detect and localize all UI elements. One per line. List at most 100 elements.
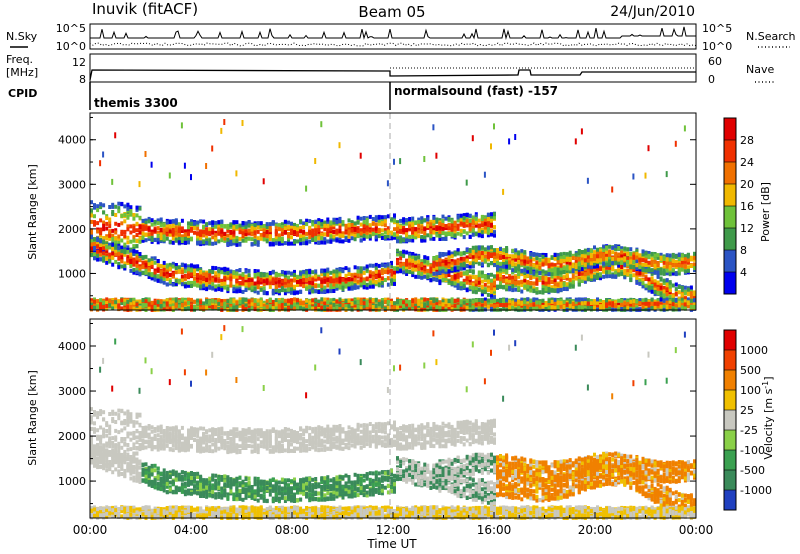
- power-echo: [90, 305, 93, 310]
- power-echo: [159, 220, 163, 224]
- power-echo: [338, 299, 342, 304]
- power-echo: [296, 223, 299, 228]
- power-echo: [111, 178, 114, 185]
- power-echo: [174, 297, 178, 302]
- power-echo: [347, 238, 351, 243]
- power-echo: [320, 219, 324, 224]
- power-echo: [123, 212, 127, 217]
- power-echo: [150, 300, 154, 305]
- power-echo: [259, 305, 263, 310]
- power-echo: [244, 221, 248, 226]
- power-echo: [380, 215, 384, 220]
- power-echo: [490, 253, 493, 258]
- power-echo: [235, 274, 239, 279]
- power-echo: [356, 269, 360, 274]
- power-echo: [262, 282, 266, 287]
- power-echo: [114, 297, 118, 302]
- power-echo: [456, 231, 460, 236]
- power-echo: [241, 238, 245, 243]
- power-echo: [108, 236, 112, 241]
- power-echo: [459, 271, 463, 276]
- power-echo: [402, 253, 406, 258]
- power-echo: [171, 272, 175, 277]
- power-echo: [353, 300, 357, 305]
- power-echo: [147, 306, 151, 311]
- power-echo: [453, 275, 457, 280]
- power-echo: [256, 269, 260, 274]
- power-echo: [250, 281, 254, 286]
- power-echo: [380, 300, 384, 305]
- power-echo: [250, 237, 254, 242]
- power-echo: [235, 284, 239, 289]
- power-echo: [314, 219, 318, 224]
- power-echo: [444, 252, 448, 257]
- power-echo: [96, 244, 100, 249]
- power-echo: [177, 227, 181, 232]
- power-echo: [332, 289, 336, 293]
- power-echo: [280, 297, 284, 302]
- power-echo: [138, 227, 142, 232]
- power-echo: [256, 225, 260, 230]
- power-echo: [262, 306, 266, 311]
- power-echo: [441, 223, 445, 227]
- power-echo: [259, 221, 263, 226]
- power-echo: [220, 267, 224, 272]
- power-echo: [326, 297, 330, 302]
- power-echo: [353, 234, 357, 239]
- power-echo: [450, 267, 454, 272]
- power-echo: [365, 230, 369, 235]
- power-echo: [214, 230, 218, 235]
- power-echo: [168, 229, 172, 234]
- power-echo: [374, 222, 378, 227]
- power-echo: [486, 221, 490, 226]
- power-echo: [338, 273, 342, 278]
- power-echo: [211, 298, 215, 303]
- power-echo: [450, 219, 454, 224]
- power-echo: [247, 236, 251, 241]
- power-echo: [462, 223, 466, 228]
- power-echo: [393, 301, 396, 306]
- power-echo: [102, 246, 106, 251]
- power-echo: [250, 225, 254, 230]
- power-echo: [426, 233, 430, 238]
- power-echo: [274, 238, 278, 243]
- power-echo: [262, 224, 266, 228]
- power-echo: [135, 233, 139, 237]
- power-echo: [220, 238, 224, 243]
- power-echo: [159, 299, 163, 304]
- power-echo: [280, 228, 284, 233]
- power-echo: [96, 221, 100, 226]
- power-echo: [256, 242, 260, 247]
- power-echo: [426, 224, 430, 229]
- power-echo: [226, 267, 230, 272]
- power-echo: [129, 209, 133, 213]
- power-echo: [468, 303, 472, 308]
- power-echo: [183, 269, 187, 274]
- power-echo: [293, 222, 296, 227]
- power-echo: [383, 299, 387, 304]
- power-echo: [380, 298, 384, 302]
- power-echo: [290, 221, 293, 226]
- power-echo: [320, 287, 324, 292]
- power-echo: [380, 221, 384, 226]
- power-echo: [417, 255, 421, 260]
- power-echo: [159, 264, 163, 269]
- power-echo: [262, 289, 266, 294]
- station-title: Inuvik (fitACF): [92, 0, 198, 18]
- power-echo: [356, 220, 360, 225]
- power-echo: [411, 299, 415, 303]
- power-echo: [305, 306, 309, 311]
- power-echo: [362, 280, 366, 285]
- power-echo: [217, 231, 221, 236]
- power-echo: [453, 250, 457, 255]
- power-echo: [253, 229, 257, 233]
- power-echo: [453, 222, 457, 227]
- power-echo: [411, 234, 415, 239]
- power-echo: [208, 231, 212, 236]
- power-echo: [190, 237, 193, 242]
- power-echo: [374, 217, 378, 222]
- power-echo: [393, 227, 396, 232]
- power-echo: [423, 267, 427, 272]
- power-echo: [111, 237, 115, 241]
- power-echo: [220, 307, 224, 312]
